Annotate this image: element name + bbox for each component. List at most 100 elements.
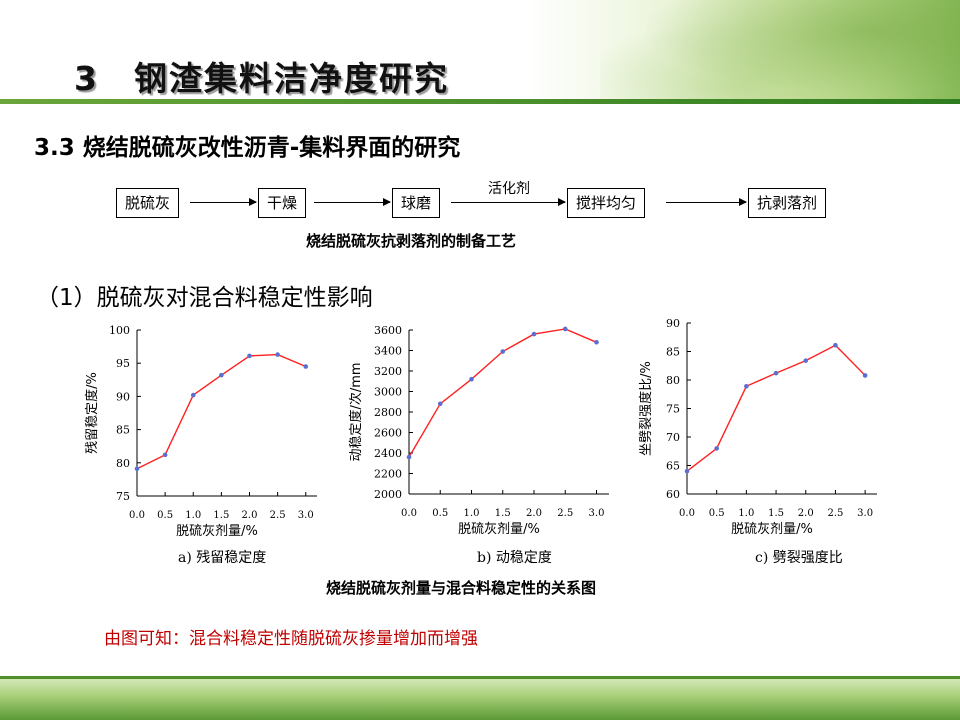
y-tick-label: 80 <box>666 374 680 387</box>
x-tick-label: 2.5 <box>827 508 843 519</box>
data-point <box>803 358 809 363</box>
data-point <box>437 401 443 407</box>
subsection-title: （1）脱硫灰对混合料稳定性影响 <box>36 285 373 311</box>
data-point <box>469 376 474 382</box>
footer-banner <box>0 676 960 720</box>
y-tick-label: 60 <box>666 488 680 501</box>
x-tick-label: 1.0 <box>738 508 754 519</box>
y-axis-label: 坐劈裂强度比/% <box>638 361 654 456</box>
process-flow: 脱硫灰 干燥 球磨 活化剂 搅拌均匀 抗剥落剂 <box>0 170 960 230</box>
data-point <box>531 331 537 337</box>
series-line <box>136 353 307 470</box>
figure-caption: 烧结脱硫灰剂量与混合料稳定性的关系图 <box>326 579 597 597</box>
flow-step-stirring: 搅拌均匀 <box>567 188 646 218</box>
y-tick-label: 90 <box>666 317 680 330</box>
y-tick-label: 2200 <box>374 468 402 481</box>
header-leaf-decoration <box>600 0 960 104</box>
y-tick-label: 90 <box>116 390 130 403</box>
y-tick-label: 75 <box>116 490 130 503</box>
flow-arrow-2 <box>314 198 391 206</box>
section-title: 3.3 烧结脱硫灰改性沥青-集料界面的研究 <box>34 135 461 161</box>
x-tick-label: 1.0 <box>185 510 201 521</box>
y-tick-label: 2000 <box>374 488 402 501</box>
chart-dynamic-stability: 2000 2200 2400 2600 2800 3000 3200 3400 3600 0.0 0… <box>348 324 609 537</box>
x-tick-label: 2.0 <box>798 508 814 519</box>
data-point <box>744 383 749 389</box>
y-tick-label: 3200 <box>374 365 402 378</box>
x-tick-label: 2.0 <box>242 510 258 521</box>
chart-caption-c: c) 劈裂强度比 <box>755 550 843 566</box>
x-tick-label: 1.5 <box>213 510 229 521</box>
x-tick-label: 0.0 <box>129 510 145 521</box>
data-point <box>562 326 568 332</box>
y-tick-label: 85 <box>116 424 130 437</box>
y-tick-label: 3600 <box>374 324 402 337</box>
flow-arrow-4 <box>666 198 747 206</box>
x-tick-label: 0.0 <box>401 508 417 519</box>
chart-splitting-strength-ratio: 60 65 70 75 80 85 90 0.0 0.5 1.0 1.5 2.0 2.5 3.0 脱硫灰剂量… <box>638 317 877 537</box>
x-tick-label: 1.5 <box>768 508 784 519</box>
data-point <box>303 364 309 369</box>
x-tick-label: 0.5 <box>432 508 448 519</box>
data-point <box>773 370 779 376</box>
y-tick-label: 70 <box>666 431 680 444</box>
data-point <box>162 452 168 458</box>
flow-step-drying: 干燥 <box>258 188 307 218</box>
y-tick-label: 95 <box>116 357 130 370</box>
flow-step-ball-milling: 球磨 <box>392 188 441 218</box>
x-tick-label: 3.0 <box>589 508 605 519</box>
data-point <box>219 372 224 378</box>
x-tick-label: 3.0 <box>298 510 314 521</box>
data-point <box>190 392 196 398</box>
x-axis-label: 脱硫灰剂量/% <box>458 522 540 537</box>
y-tick-label: 65 <box>666 460 680 473</box>
y-tick-label: 75 <box>666 403 680 416</box>
data-point <box>500 349 506 354</box>
flow-caption: 烧结脱硫灰抗剥落剂的制备工艺 <box>306 232 517 250</box>
x-axis-label: 脱硫灰剂量/% <box>176 524 258 539</box>
data-point <box>684 468 690 474</box>
x-tick-label: 1.5 <box>495 508 511 519</box>
y-tick-label: 3400 <box>374 345 402 358</box>
data-point <box>714 446 719 451</box>
y-tick-label: 2400 <box>374 447 402 460</box>
series-line <box>408 328 597 458</box>
data-point <box>406 454 412 460</box>
data-point <box>247 353 252 359</box>
chart-caption-a: a) 残留稳定度 <box>178 550 267 566</box>
data-point <box>134 466 140 472</box>
data-point <box>862 373 868 378</box>
flow-step-anti-stripping-agent: 抗剥落剂 <box>748 188 827 218</box>
x-tick-label: 3.0 <box>857 508 873 519</box>
header-divider <box>0 99 960 104</box>
y-tick-label: 2600 <box>374 427 402 440</box>
flow-arrow-1 <box>190 198 257 206</box>
x-tick-label: 0.5 <box>709 508 725 519</box>
x-tick-label: 2.5 <box>557 508 573 519</box>
y-tick-label: 3000 <box>374 386 402 399</box>
footer-divider <box>0 676 960 679</box>
flow-step-desulfurization-ash: 脱硫灰 <box>116 188 180 218</box>
y-axis-label: 动稳定度/次/mm <box>348 362 364 461</box>
chart-caption-b: b) 动稳定度 <box>477 550 552 566</box>
page-title: 3 钢渣集料洁净度研究 <box>74 59 449 98</box>
series-line <box>686 344 866 472</box>
x-tick-label: 2.0 <box>526 508 542 519</box>
data-point <box>833 342 838 348</box>
data-point <box>594 340 599 345</box>
data-point <box>275 352 280 357</box>
y-tick-label: 85 <box>666 346 680 359</box>
x-tick-label: 2.5 <box>270 510 286 521</box>
x-tick-label: 1.0 <box>464 508 480 519</box>
y-axis-label: 残留稳定度/% <box>84 372 100 454</box>
conclusion-text: 由图可知：混合料稳定性随脱硫灰掺量增加而增强 <box>104 629 478 649</box>
y-tick-label: 80 <box>116 457 130 470</box>
x-tick-label: 0.5 <box>157 510 173 521</box>
y-tick-label: 2800 <box>374 406 402 419</box>
x-axis-label: 脱硫灰剂量/% <box>731 522 813 537</box>
chart-residual-stability: 75 80 85 90 95 100 0.0 0.5 1.0 1.5 2.0 2.5 3.0 脱硫灰剂量/… <box>84 324 317 539</box>
flow-arrow-3 <box>451 198 566 206</box>
x-tick-label: 0.0 <box>679 508 695 519</box>
flow-activator-label: 活化剂 <box>488 181 530 197</box>
y-tick-label: 100 <box>109 324 130 337</box>
